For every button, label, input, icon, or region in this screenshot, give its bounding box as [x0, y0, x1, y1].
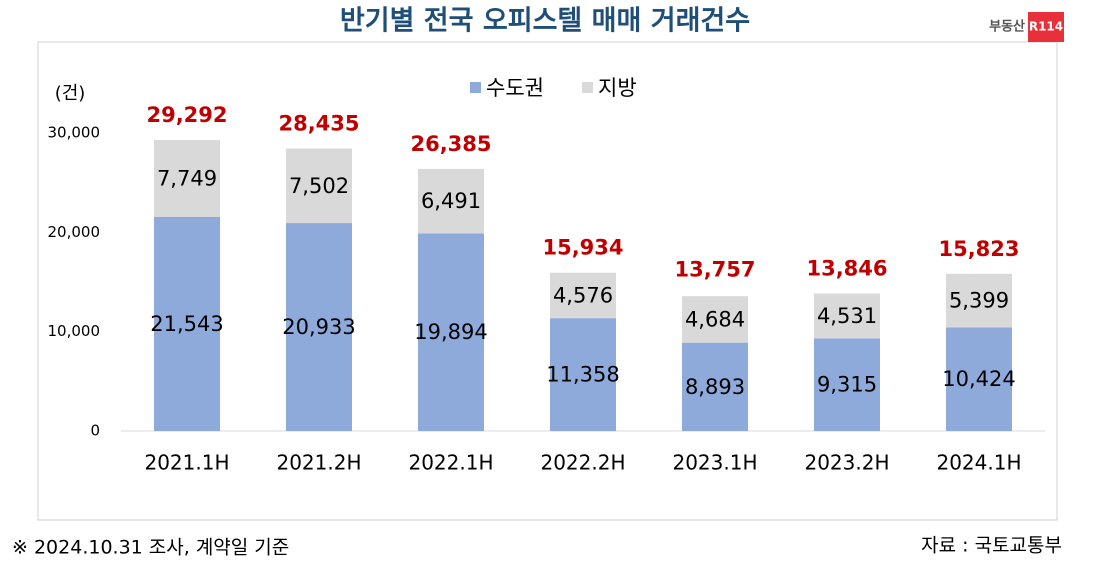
x-tick-label: 2021.2H — [276, 451, 361, 475]
chart-title: 반기별 전국 오피스텔 매매 거래건수 — [340, 6, 750, 37]
logo-badge-text: R114 — [1029, 20, 1063, 34]
segment-label: 20,933 — [282, 315, 355, 339]
segment-label: 4,531 — [817, 304, 877, 328]
bar-segment — [418, 168, 484, 234]
segment-label: 7,502 — [289, 174, 349, 198]
bar-segment — [814, 293, 880, 339]
y-unit: (건) — [55, 83, 86, 104]
source: 자료 : 국토교통부 — [921, 535, 1062, 557]
total-label: 26,385 — [410, 132, 491, 156]
total-label: 15,823 — [938, 237, 1019, 261]
x-tick-label: 2022.1H — [408, 451, 493, 475]
x-tick-label: 2022.2H — [540, 451, 625, 475]
total-label: 28,435 — [278, 112, 359, 136]
total-label: 29,292 — [146, 103, 227, 127]
segment-label: 9,315 — [817, 373, 877, 397]
logo-text: 부동산 — [989, 19, 1025, 35]
segment-label: 8,893 — [685, 375, 745, 399]
y-tick-label: 20,000 — [48, 223, 101, 241]
segment-label: 4,576 — [553, 283, 613, 307]
bar-segment — [418, 233, 484, 431]
x-tick-label: 2021.1H — [144, 451, 229, 475]
segment-label: 11,358 — [546, 363, 619, 387]
bar-segment — [154, 140, 220, 218]
legend-swatch — [470, 82, 481, 93]
bar-segment — [550, 272, 616, 319]
logo-badge — [1028, 12, 1064, 42]
x-tick-label: 2024.1H — [936, 451, 1021, 475]
total-label: 13,757 — [674, 257, 755, 281]
legend-swatch — [582, 82, 593, 93]
segment-label: 4,684 — [685, 307, 745, 331]
y-tick-label: 10,000 — [48, 322, 101, 340]
legend-label: 지방 — [598, 76, 637, 100]
bar-segment — [946, 273, 1012, 328]
bar-segment — [550, 318, 616, 431]
y-tick-label: 30,000 — [48, 124, 101, 142]
bar-segment — [286, 148, 352, 224]
segment-label: 21,543 — [150, 312, 223, 336]
segment-label: 10,424 — [942, 367, 1015, 391]
total-label: 13,846 — [806, 256, 887, 280]
segment-label: 5,399 — [949, 289, 1009, 313]
bar-segment — [682, 342, 748, 431]
total-label: 15,934 — [542, 236, 623, 260]
bar-segment — [286, 223, 352, 431]
bar-segment — [682, 296, 748, 343]
x-tick-label: 2023.1H — [672, 451, 757, 475]
legend-label: 수도권 — [486, 76, 544, 100]
bar-segment — [154, 217, 220, 431]
footnote: ※ 2024.10.31 조사, 계약일 기준 — [12, 537, 289, 559]
segment-label: 7,749 — [157, 167, 217, 191]
x-tick-label: 2023.2H — [804, 451, 889, 475]
y-tick-label: 0 — [90, 422, 100, 440]
bar-segment — [814, 338, 880, 431]
bar-segment — [946, 327, 1012, 431]
segment-label: 6,491 — [421, 189, 481, 213]
segment-label: 19,894 — [414, 320, 487, 344]
